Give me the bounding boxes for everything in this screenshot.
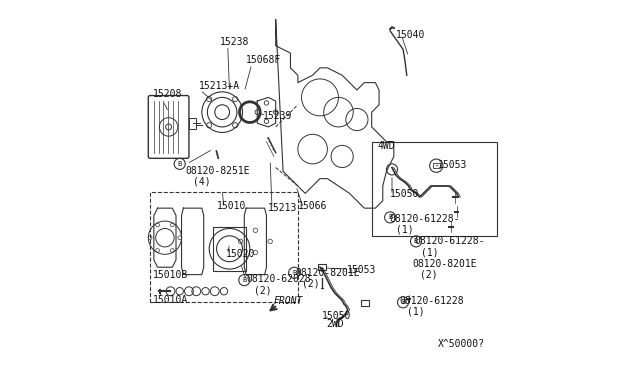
Text: 15066: 15066 [298, 201, 327, 211]
Text: 4WD: 4WD [377, 141, 395, 151]
Text: (4): (4) [193, 177, 211, 187]
Text: 15068F: 15068F [246, 55, 282, 65]
Text: 15010B: 15010B [153, 270, 188, 280]
Text: B: B [292, 270, 296, 276]
Text: 15239: 15239 [263, 111, 292, 121]
Text: B: B [401, 299, 405, 305]
Bar [318, 264, 326, 270]
Text: (1): (1) [396, 225, 413, 235]
Text: FRONT: FRONT [274, 296, 303, 306]
Bar [372, 142, 497, 236]
Text: 15010A: 15010A [153, 295, 188, 305]
Text: 15053: 15053 [438, 160, 468, 170]
Bar [433, 163, 440, 168]
Text: 15208: 15208 [153, 89, 182, 99]
Text: 15050: 15050 [322, 311, 351, 321]
Text: 08120-61228-: 08120-61228- [389, 214, 460, 224]
Text: B: B [388, 214, 392, 220]
Text: B: B [242, 277, 246, 283]
Text: (2): (2) [420, 270, 437, 280]
Text: 08120-8251E: 08120-8251E [185, 166, 250, 176]
Text: 15213+A: 15213+A [199, 81, 240, 91]
Text: 15010: 15010 [216, 201, 246, 211]
Text: 08120-61228: 08120-61228 [399, 296, 464, 306]
Text: 15020: 15020 [226, 249, 255, 259]
Text: 15238: 15238 [220, 37, 249, 47]
Text: (2): (2) [253, 285, 271, 295]
Text: 15213: 15213 [268, 203, 297, 213]
Bar [360, 301, 369, 306]
Text: B: B [414, 238, 418, 244]
Text: B: B [177, 161, 182, 167]
Bar [213, 227, 246, 271]
Text: (1): (1) [407, 307, 424, 317]
Text: 08120-61228-: 08120-61228- [414, 236, 484, 246]
Text: 08120-62028: 08120-62028 [246, 274, 311, 284]
Text: (2): (2) [302, 279, 320, 289]
Text: 2WD: 2WD [326, 320, 344, 330]
Text: 15053: 15053 [347, 265, 376, 275]
Bar [150, 192, 298, 302]
Text: 15040: 15040 [396, 30, 425, 40]
Text: (1): (1) [420, 247, 438, 257]
Text: 15050: 15050 [389, 189, 419, 199]
Text: 08120-8201E: 08120-8201E [295, 268, 360, 278]
Text: X^50000?: X^50000? [438, 339, 485, 349]
Text: 08120-8201E: 08120-8201E [412, 259, 477, 269]
